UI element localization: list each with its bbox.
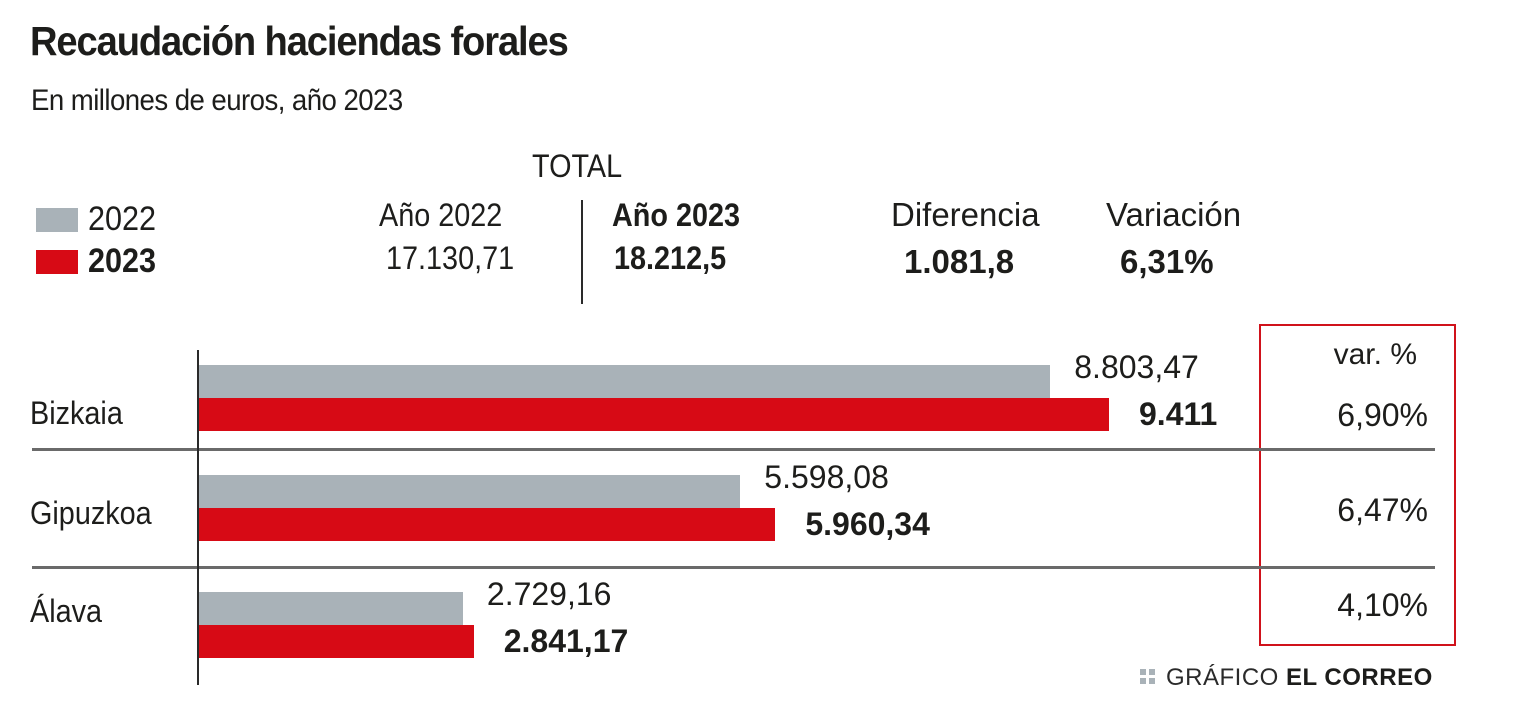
credit-dots-icon [1140, 668, 1156, 685]
legend-label-2022: 2022 [88, 200, 157, 238]
chart-title: Recaudación haciendas forales [30, 18, 569, 64]
bar-gipuzkoa-2023 [199, 508, 776, 541]
value-label-alava-2023: 2.841,17 [503, 623, 629, 659]
variation-value-gipuzkoa: 6,47% [1337, 492, 1516, 529]
bar-alava-2023 [199, 625, 474, 658]
variation-value: 6,31% [1120, 243, 1214, 280]
bar-gipuzkoa-2022 [199, 475, 741, 508]
variation-column-header-text: var. % [1333, 338, 1417, 371]
value-label-bizkaia-2022: 8.803,47 [1074, 349, 1199, 385]
category-label-gipuzkoa: Gipuzkoa [30, 495, 152, 531]
category-label-alava: Álava [30, 593, 103, 629]
value-label-alava-2022: 2.729,16 [486, 576, 612, 612]
row-separator [32, 448, 1435, 451]
value-label-gipuzkoa-2022: 5.598,08 [764, 459, 889, 495]
variation-value-text: 4,10% [1337, 587, 1428, 623]
legend-swatch-2023 [36, 250, 78, 274]
bar-bizkaia-2023 [199, 398, 1109, 431]
variation-value-text: 6,90% [1337, 397, 1428, 433]
row-separator [32, 566, 1435, 569]
total-2022-label: Año 2022 [379, 197, 503, 233]
source-credit: GRÁFICO EL CORREO [1140, 664, 1433, 692]
variation-column-box [1259, 324, 1456, 646]
credit-brand: EL CORREO [1286, 664, 1433, 691]
y-axis-line [197, 350, 199, 685]
credit-prefix: GRÁFICO [1166, 664, 1279, 691]
variation-label: Variación [1106, 196, 1242, 233]
difference-label: Diferencia [891, 196, 1040, 233]
variation-column-header: var. % [1334, 338, 1500, 372]
total-2022-value: 17.130,71 [386, 240, 515, 276]
value-label-gipuzkoa-2023: 5.960,34 [805, 506, 930, 542]
totals-section-label: TOTAL [532, 148, 623, 184]
legend-label-2023: 2023 [88, 242, 157, 280]
category-label-bizkaia: Bizkaia [30, 395, 123, 431]
legend-swatch-2022 [36, 208, 78, 232]
totals-divider [581, 200, 583, 304]
variation-value-bizkaia: 6,90% [1337, 397, 1516, 434]
difference-value: 1.081,8 [904, 243, 1015, 280]
total-2023-label: Año 2023 [612, 197, 741, 233]
bar-alava-2022 [199, 592, 463, 625]
variation-value-alava: 4,10% [1337, 587, 1516, 624]
total-2023-value: 18.212,5 [614, 240, 727, 276]
value-label-bizkaia-2023: 9.411 [1139, 396, 1218, 432]
variation-value-text: 6,47% [1337, 492, 1428, 528]
bar-bizkaia-2022 [199, 365, 1051, 398]
chart-subtitle: En millones de euros, año 2023 [31, 84, 403, 117]
